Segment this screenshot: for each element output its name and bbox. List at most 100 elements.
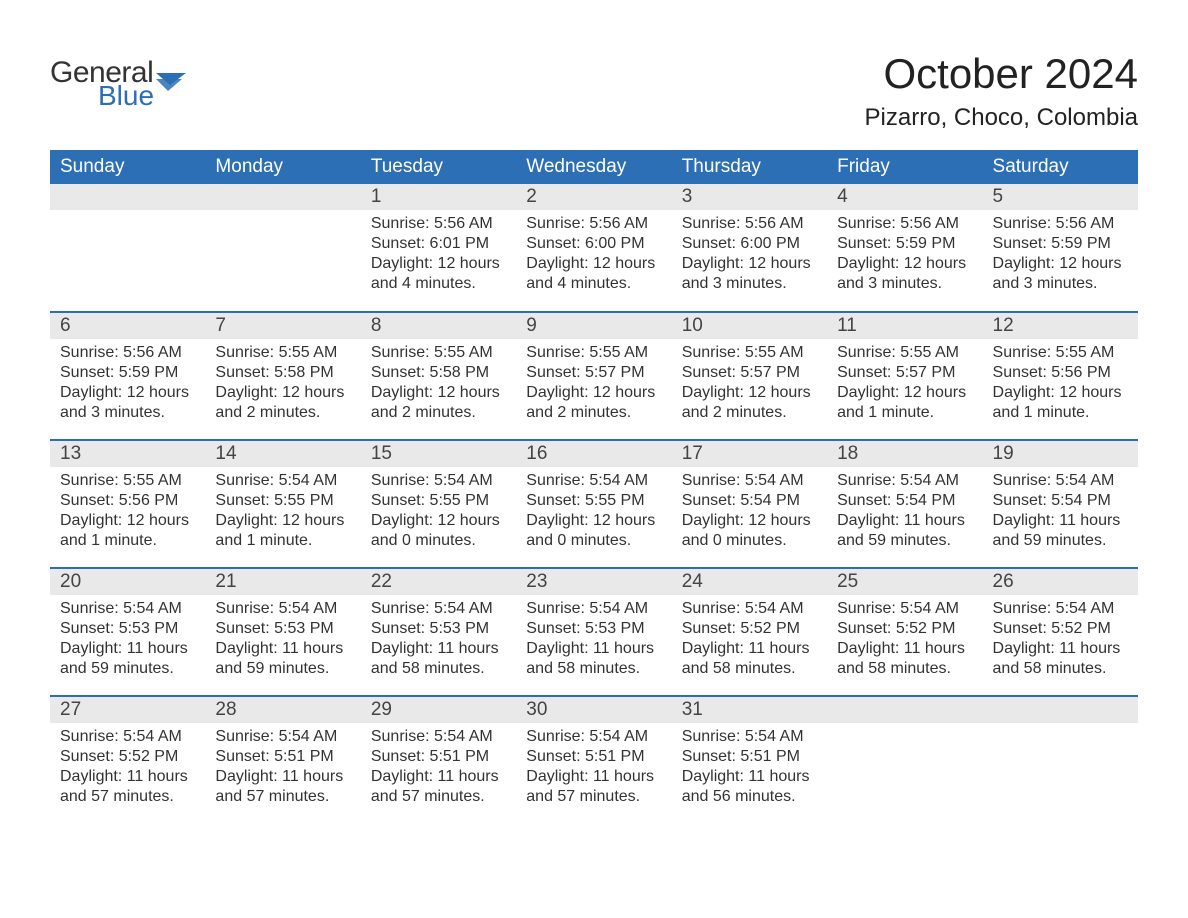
day-details: Sunrise: 5:55 AMSunset: 5:56 PMDaylight:… <box>983 339 1138 429</box>
day-number: 20 <box>50 569 205 595</box>
day-header: Tuesday <box>361 150 516 184</box>
day-number: 27 <box>50 697 205 723</box>
day-header: Thursday <box>672 150 827 184</box>
calendar-cell: 5Sunrise: 5:56 AMSunset: 5:59 PMDaylight… <box>983 184 1138 312</box>
calendar-cell: 10Sunrise: 5:55 AMSunset: 5:57 PMDayligh… <box>672 312 827 440</box>
day-number: 28 <box>205 697 360 723</box>
day-details: Sunrise: 5:54 AMSunset: 5:52 PMDaylight:… <box>50 723 205 813</box>
table-row: 13Sunrise: 5:55 AMSunset: 5:56 PMDayligh… <box>50 440 1138 568</box>
calendar-cell: 28Sunrise: 5:54 AMSunset: 5:51 PMDayligh… <box>205 696 360 824</box>
day-number: 25 <box>827 569 982 595</box>
day-number: 29 <box>361 697 516 723</box>
calendar-cell: 6Sunrise: 5:56 AMSunset: 5:59 PMDaylight… <box>50 312 205 440</box>
calendar-cell: 13Sunrise: 5:55 AMSunset: 5:56 PMDayligh… <box>50 440 205 568</box>
day-details: Sunrise: 5:55 AMSunset: 5:58 PMDaylight:… <box>205 339 360 429</box>
day-number: 17 <box>672 441 827 467</box>
day-details: Sunrise: 5:56 AMSunset: 5:59 PMDaylight:… <box>983 210 1138 300</box>
day-details: Sunrise: 5:54 AMSunset: 5:54 PMDaylight:… <box>672 467 827 557</box>
calendar-cell: 24Sunrise: 5:54 AMSunset: 5:52 PMDayligh… <box>672 568 827 696</box>
day-details: Sunrise: 5:54 AMSunset: 5:55 PMDaylight:… <box>205 467 360 557</box>
calendar-cell: 3Sunrise: 5:56 AMSunset: 6:00 PMDaylight… <box>672 184 827 312</box>
month-title: October 2024 <box>865 50 1138 98</box>
day-details: Sunrise: 5:54 AMSunset: 5:51 PMDaylight:… <box>205 723 360 813</box>
day-details: Sunrise: 5:56 AMSunset: 6:00 PMDaylight:… <box>516 210 671 300</box>
day-details: Sunrise: 5:54 AMSunset: 5:53 PMDaylight:… <box>516 595 671 685</box>
flag-icon <box>156 73 186 97</box>
table-row: 1Sunrise: 5:56 AMSunset: 6:01 PMDaylight… <box>50 184 1138 312</box>
calendar-cell: 18Sunrise: 5:54 AMSunset: 5:54 PMDayligh… <box>827 440 982 568</box>
calendar-cell: 15Sunrise: 5:54 AMSunset: 5:55 PMDayligh… <box>361 440 516 568</box>
day-number: 4 <box>827 184 982 210</box>
day-details: Sunrise: 5:54 AMSunset: 5:51 PMDaylight:… <box>672 723 827 813</box>
day-details: Sunrise: 5:54 AMSunset: 5:51 PMDaylight:… <box>516 723 671 813</box>
day-number: 31 <box>672 697 827 723</box>
day-details: Sunrise: 5:54 AMSunset: 5:51 PMDaylight:… <box>361 723 516 813</box>
day-number: 21 <box>205 569 360 595</box>
day-details: Sunrise: 5:56 AMSunset: 6:00 PMDaylight:… <box>672 210 827 300</box>
day-header: Wednesday <box>516 150 671 184</box>
day-number: 2 <box>516 184 671 210</box>
calendar-cell <box>205 184 360 312</box>
calendar-cell: 31Sunrise: 5:54 AMSunset: 5:51 PMDayligh… <box>672 696 827 824</box>
day-number: 10 <box>672 313 827 339</box>
day-header-row: SundayMondayTuesdayWednesdayThursdayFrid… <box>50 150 1138 184</box>
calendar-cell: 17Sunrise: 5:54 AMSunset: 5:54 PMDayligh… <box>672 440 827 568</box>
day-details: Sunrise: 5:54 AMSunset: 5:54 PMDaylight:… <box>983 467 1138 557</box>
day-details: Sunrise: 5:56 AMSunset: 6:01 PMDaylight:… <box>361 210 516 300</box>
day-details: Sunrise: 5:56 AMSunset: 5:59 PMDaylight:… <box>50 339 205 429</box>
day-details: Sunrise: 5:55 AMSunset: 5:57 PMDaylight:… <box>672 339 827 429</box>
calendar-cell <box>827 696 982 824</box>
calendar-cell: 27Sunrise: 5:54 AMSunset: 5:52 PMDayligh… <box>50 696 205 824</box>
day-details: Sunrise: 5:55 AMSunset: 5:57 PMDaylight:… <box>827 339 982 429</box>
day-number: 5 <box>983 184 1138 210</box>
table-row: 27Sunrise: 5:54 AMSunset: 5:52 PMDayligh… <box>50 696 1138 824</box>
day-number <box>205 184 360 210</box>
calendar-cell: 11Sunrise: 5:55 AMSunset: 5:57 PMDayligh… <box>827 312 982 440</box>
day-number: 30 <box>516 697 671 723</box>
day-header: Sunday <box>50 150 205 184</box>
calendar-table: SundayMondayTuesdayWednesdayThursdayFrid… <box>50 150 1138 824</box>
header: General Blue October 2024 Pizarro, Choco… <box>50 50 1138 132</box>
calendar-cell: 16Sunrise: 5:54 AMSunset: 5:55 PMDayligh… <box>516 440 671 568</box>
title-block: October 2024 Pizarro, Choco, Colombia <box>865 50 1138 132</box>
day-number: 13 <box>50 441 205 467</box>
day-details: Sunrise: 5:55 AMSunset: 5:56 PMDaylight:… <box>50 467 205 557</box>
day-number <box>827 697 982 723</box>
day-details: Sunrise: 5:54 AMSunset: 5:55 PMDaylight:… <box>361 467 516 557</box>
day-number: 3 <box>672 184 827 210</box>
calendar-cell: 12Sunrise: 5:55 AMSunset: 5:56 PMDayligh… <box>983 312 1138 440</box>
day-number: 12 <box>983 313 1138 339</box>
day-details: Sunrise: 5:54 AMSunset: 5:52 PMDaylight:… <box>983 595 1138 685</box>
day-number: 22 <box>361 569 516 595</box>
day-header: Monday <box>205 150 360 184</box>
day-details: Sunrise: 5:54 AMSunset: 5:52 PMDaylight:… <box>672 595 827 685</box>
logo: General Blue <box>50 50 186 110</box>
table-row: 6Sunrise: 5:56 AMSunset: 5:59 PMDaylight… <box>50 312 1138 440</box>
calendar-cell: 8Sunrise: 5:55 AMSunset: 5:58 PMDaylight… <box>361 312 516 440</box>
calendar-cell: 30Sunrise: 5:54 AMSunset: 5:51 PMDayligh… <box>516 696 671 824</box>
day-header: Friday <box>827 150 982 184</box>
day-details: Sunrise: 5:54 AMSunset: 5:55 PMDaylight:… <box>516 467 671 557</box>
calendar-cell: 23Sunrise: 5:54 AMSunset: 5:53 PMDayligh… <box>516 568 671 696</box>
calendar-cell: 21Sunrise: 5:54 AMSunset: 5:53 PMDayligh… <box>205 568 360 696</box>
day-number: 9 <box>516 313 671 339</box>
day-number: 15 <box>361 441 516 467</box>
location-text: Pizarro, Choco, Colombia <box>865 104 1138 132</box>
day-number: 16 <box>516 441 671 467</box>
calendar-cell: 7Sunrise: 5:55 AMSunset: 5:58 PMDaylight… <box>205 312 360 440</box>
calendar-cell: 19Sunrise: 5:54 AMSunset: 5:54 PMDayligh… <box>983 440 1138 568</box>
calendar-cell: 2Sunrise: 5:56 AMSunset: 6:00 PMDaylight… <box>516 184 671 312</box>
calendar-cell <box>50 184 205 312</box>
day-number: 7 <box>205 313 360 339</box>
day-number: 23 <box>516 569 671 595</box>
day-details: Sunrise: 5:56 AMSunset: 5:59 PMDaylight:… <box>827 210 982 300</box>
calendar-cell: 29Sunrise: 5:54 AMSunset: 5:51 PMDayligh… <box>361 696 516 824</box>
calendar-cell: 20Sunrise: 5:54 AMSunset: 5:53 PMDayligh… <box>50 568 205 696</box>
day-number: 24 <box>672 569 827 595</box>
day-number: 6 <box>50 313 205 339</box>
calendar-cell: 25Sunrise: 5:54 AMSunset: 5:52 PMDayligh… <box>827 568 982 696</box>
calendar-cell <box>983 696 1138 824</box>
day-header: Saturday <box>983 150 1138 184</box>
day-number <box>983 697 1138 723</box>
day-number <box>50 184 205 210</box>
